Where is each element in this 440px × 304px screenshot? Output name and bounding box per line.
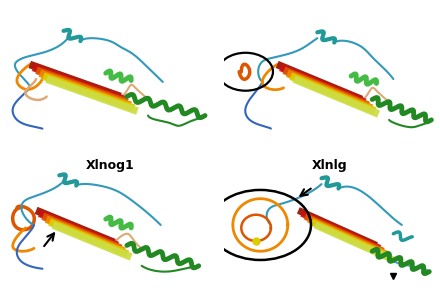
Text: Xlnog1: Xlnog1 (86, 159, 134, 172)
Text: Xlnlg: Xlnlg (312, 159, 348, 172)
